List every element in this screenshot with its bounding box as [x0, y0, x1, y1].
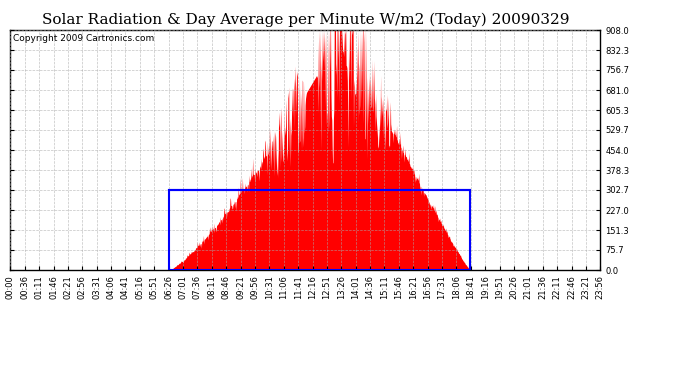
Text: Copyright 2009 Cartronics.com: Copyright 2009 Cartronics.com [13, 34, 155, 43]
Bar [168, 190, 470, 270]
Title: Solar Radiation & Day Average per Minute W/m2 (Today) 20090329: Solar Radiation & Day Average per Minute… [41, 13, 569, 27]
